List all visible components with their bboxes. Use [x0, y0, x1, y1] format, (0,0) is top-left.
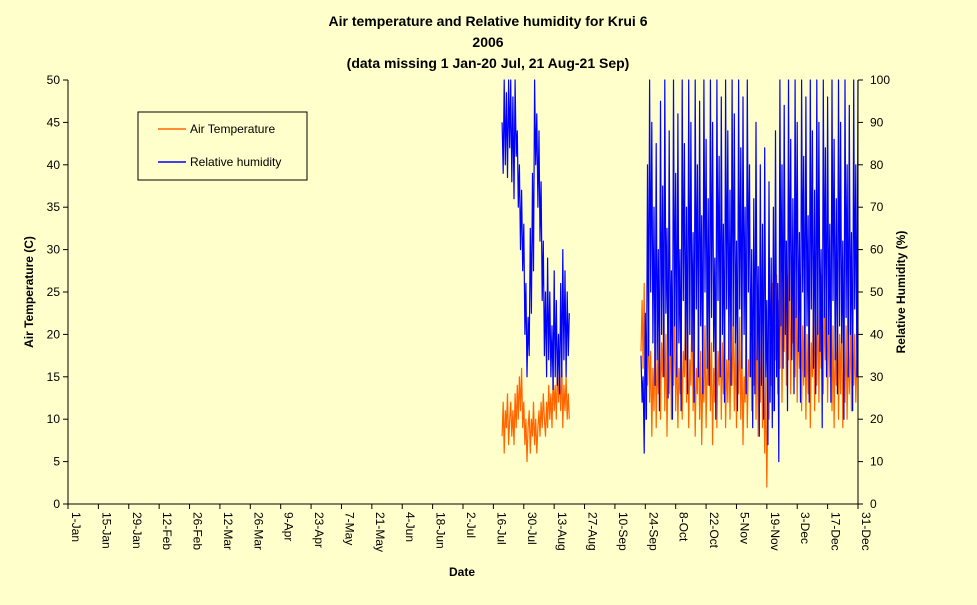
x-tick-label: 26-Feb	[191, 512, 205, 550]
right-tick-label: 50	[870, 285, 884, 299]
left-tick-label: 15	[47, 370, 61, 384]
x-tick-label: 5-Nov	[737, 512, 751, 544]
legend-box	[137, 111, 308, 181]
right-tick-label: 30	[870, 370, 884, 384]
left-axis-ticks: 0 5 10 15 20 25 30 35 40 45 50	[47, 73, 68, 511]
x-tick-label: 12-Mar	[221, 512, 235, 550]
x-tick-label: 1-Jan	[69, 512, 83, 542]
x-tick-label: 24-Sep	[646, 512, 660, 551]
right-tick-label: 40	[870, 327, 884, 341]
x-tick-label: 29-Jan	[130, 512, 144, 549]
left-tick-label: 50	[47, 73, 61, 87]
right-tick-label: 60	[870, 243, 884, 257]
series-line-relative-humidity	[640, 79, 859, 463]
x-tick-label: 8-Oct	[677, 512, 691, 542]
x-tick-label: 21-May	[373, 512, 387, 552]
x-tick-label: 30-Jul	[525, 512, 539, 545]
left-tick-label: 0	[53, 497, 60, 511]
x-tick-label: 17-Dec	[829, 512, 843, 551]
x-axis-label: Date	[449, 565, 475, 579]
left-tick-label: 45	[47, 115, 61, 129]
x-tick-label: 27-Aug	[586, 512, 600, 551]
legend: Air Temperature Relative humidity	[137, 111, 308, 181]
x-tick-label: 4-Jun	[403, 512, 417, 542]
x-tick-label: 18-Jun	[434, 512, 448, 549]
left-tick-label: 25	[47, 285, 61, 299]
right-tick-label: 10	[870, 455, 884, 469]
x-tick-label: 10-Sep	[616, 512, 630, 551]
right-axis-label: Relative Humidity (%)	[894, 231, 908, 354]
right-tick-label: 70	[870, 200, 884, 214]
legend-label-air-temperature: Air Temperature	[190, 122, 275, 136]
legend-label-relative-humidity: Relative humidity	[190, 155, 281, 169]
series-line-air-temperature	[501, 359, 570, 463]
chart-subtitle-year: 2006	[472, 34, 503, 50]
series-group	[501, 79, 859, 488]
left-tick-label: 30	[47, 243, 61, 257]
chart-title: Air temperature and Relative humidity fo…	[329, 13, 648, 29]
x-tick-label: 19-Nov	[768, 512, 782, 551]
x-tick-label: 23-Apr	[312, 512, 326, 548]
x-tick-label: 26-Mar	[251, 512, 265, 550]
x-tick-label: 12-Feb	[160, 512, 174, 550]
left-tick-label: 40	[47, 158, 61, 172]
right-axis-ticks: 0 10 20 30 40 50 60 70 80 90 100	[858, 73, 890, 511]
right-tick-label: 100	[870, 73, 890, 87]
left-tick-label: 20	[47, 327, 61, 341]
x-tick-label: 13-Aug	[555, 512, 569, 551]
chart-subtitle-note: (data missing 1 Jan-20 Jul, 21 Aug-21 Se…	[347, 55, 630, 71]
right-tick-label: 0	[870, 497, 877, 511]
x-tick-label: 3-Dec	[798, 512, 812, 544]
left-tick-label: 35	[47, 200, 61, 214]
left-tick-label: 10	[47, 412, 61, 426]
left-tick-label: 5	[53, 455, 60, 469]
x-tick-label: 16-Jul	[494, 512, 508, 545]
right-tick-label: 20	[870, 412, 884, 426]
x-tick-label: 2-Jul	[464, 512, 478, 538]
x-axis-ticks: 1-Jan 15-Jan 29-Jan 12-Feb 26-Feb 12-Mar 26-Ma…	[67, 504, 873, 552]
series-line-relative-humidity	[501, 79, 570, 395]
left-axis-label: Air Temperature (C)	[22, 236, 36, 348]
x-tick-label: 15-Jan	[99, 512, 113, 549]
x-tick-label: 7-May	[342, 512, 356, 545]
x-tick-label: 22-Oct	[707, 512, 721, 549]
right-tick-label: 80	[870, 158, 884, 172]
right-tick-label: 90	[870, 115, 884, 129]
x-tick-label: 31-Dec	[859, 512, 873, 551]
x-tick-label: 9-Apr	[282, 512, 296, 541]
